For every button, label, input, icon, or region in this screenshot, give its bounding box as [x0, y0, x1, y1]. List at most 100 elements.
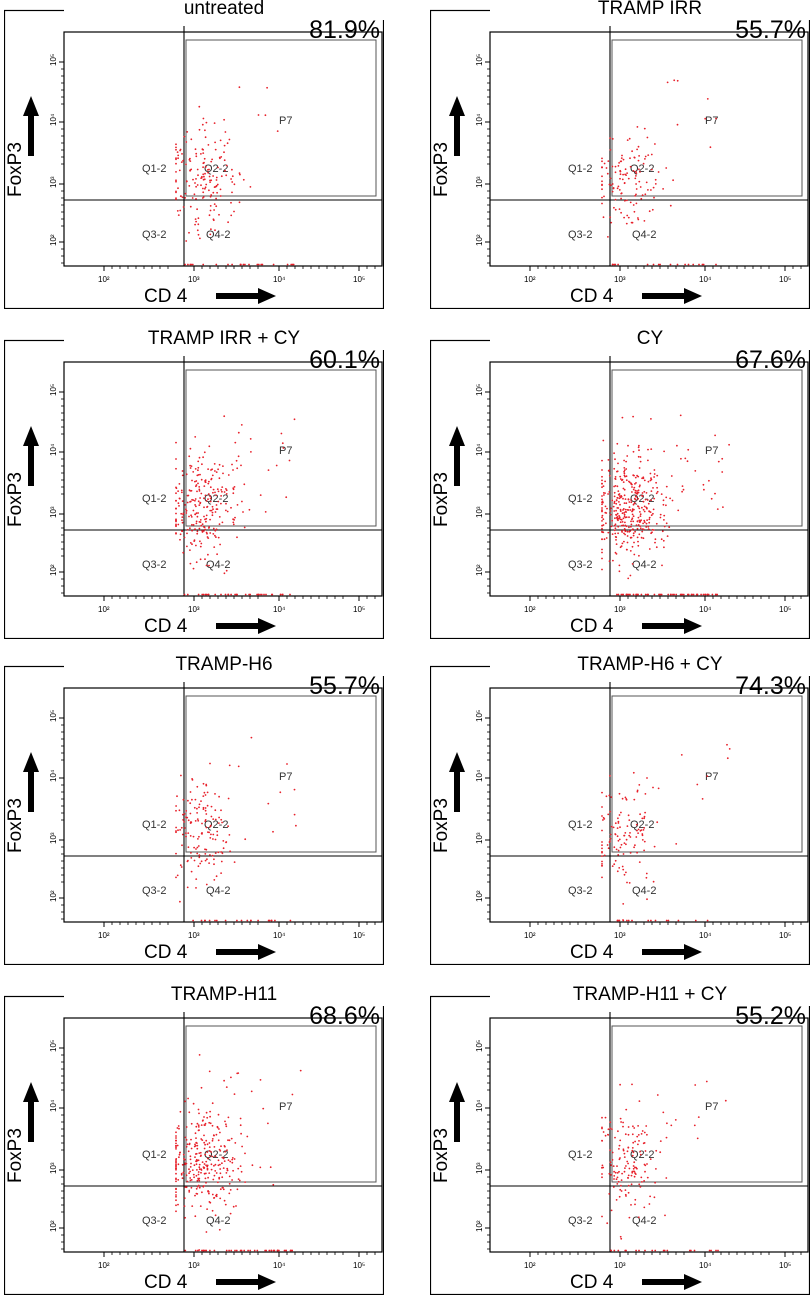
scatter-point [682, 488, 685, 491]
y-arrow-head [23, 426, 39, 446]
scatter-point [620, 1190, 623, 1192]
scatter-point [619, 170, 622, 173]
scatter-point [217, 1164, 220, 1167]
scatter-point [205, 813, 208, 815]
scatter-point [188, 158, 191, 161]
scatter-point [617, 820, 620, 823]
x-arrow-shaft [216, 623, 260, 629]
y-tick-label: 10⁴ [49, 443, 58, 456]
x-tick-label: 10⁵ [353, 1261, 365, 1270]
scatter-point [629, 574, 632, 577]
scatter-point [652, 186, 655, 189]
scatter-point [634, 476, 637, 479]
scatter-point [202, 593, 205, 596]
x-tick-label: 10⁵ [353, 931, 365, 940]
scatter-point [714, 492, 716, 495]
scatter-point [198, 1163, 201, 1166]
scatter-point [189, 791, 192, 793]
scatter-point [631, 510, 633, 513]
scatter-point [198, 486, 201, 488]
scatter-point [184, 1216, 187, 1219]
scatter-point [175, 148, 177, 151]
scatter-point [611, 533, 614, 535]
scatter-point [207, 1176, 210, 1179]
scatter-point [208, 1142, 211, 1144]
scatter-point [242, 178, 245, 181]
scatter-point [662, 1111, 665, 1114]
scatter-point [236, 1072, 239, 1075]
scatter-point [656, 821, 659, 824]
scatter-point [199, 519, 202, 521]
scatter-point [189, 812, 192, 815]
scatter-point [225, 493, 228, 495]
x-tick-label: 10³ [188, 605, 200, 614]
q4-label: Q4-2 [632, 229, 656, 241]
scatter-point [603, 538, 606, 541]
scatter-point [230, 178, 233, 180]
plot-frame [489, 361, 809, 597]
scatter-point [202, 795, 205, 797]
scatter-point [617, 519, 619, 522]
scatter-point [181, 470, 184, 472]
scatter-point [618, 570, 621, 573]
scatter-point [198, 1152, 201, 1154]
scatter-point [191, 529, 194, 532]
scatter-point [211, 854, 214, 857]
scatter-point [214, 529, 217, 532]
y-tick-label: 10³ [49, 506, 58, 518]
scatter-point [635, 492, 638, 495]
scatter-point [179, 900, 181, 903]
scatter-point [606, 844, 609, 846]
scatter-point [708, 1249, 711, 1252]
scatter-point [203, 791, 206, 794]
scatter-point [225, 509, 227, 512]
scatter-point [622, 497, 624, 500]
scatter-point [617, 1130, 619, 1133]
y-axis-label: FoxP3 [431, 142, 452, 197]
scatter-point [200, 1124, 203, 1126]
scatter-point [217, 822, 220, 824]
scatter-point [626, 509, 629, 511]
scatter-point [219, 139, 222, 142]
scatter-point [624, 475, 626, 478]
scatter-point [188, 1142, 191, 1145]
scatter-point [211, 511, 214, 514]
scatter-point [234, 1249, 236, 1252]
scatter-point [715, 117, 717, 120]
panel-title-text: TRAMP-H11 + CY [570, 984, 730, 1005]
scatter-point [639, 511, 641, 513]
scatter-point [635, 836, 638, 838]
scatter-point [203, 161, 205, 164]
scatter-point [601, 850, 603, 853]
scatter-point [646, 1133, 648, 1136]
scatter-point [224, 919, 227, 922]
scatter-point [204, 129, 206, 132]
scatter-point [237, 1167, 240, 1170]
x-arrow-head [684, 1274, 702, 1290]
scatter-point [202, 187, 204, 190]
scatter-point [207, 493, 210, 495]
scatter-point [694, 470, 697, 472]
scatter-point [647, 525, 650, 528]
q3-label: Q3-2 [568, 559, 592, 571]
scatter-point [233, 1093, 236, 1095]
p7-gate [611, 369, 803, 527]
scatter-point [206, 791, 209, 794]
scatter-point [643, 849, 645, 852]
scatter-point [192, 567, 195, 570]
scatter-point [660, 593, 663, 596]
scatter-point [643, 127, 646, 130]
scatter-point [179, 864, 182, 867]
scatter-point [235, 1249, 238, 1252]
scatter-point [644, 498, 647, 501]
scatter-point [665, 167, 668, 169]
scatter-point [640, 829, 643, 831]
scatter-point [638, 1183, 641, 1186]
scatter-point [601, 538, 603, 541]
scatter-point [266, 86, 268, 89]
scatter-point [627, 814, 630, 817]
scatter-point [188, 489, 191, 491]
scatter-point [199, 473, 201, 476]
scatter-point [628, 819, 631, 821]
y-tick-label: 10⁵ [49, 1040, 58, 1052]
